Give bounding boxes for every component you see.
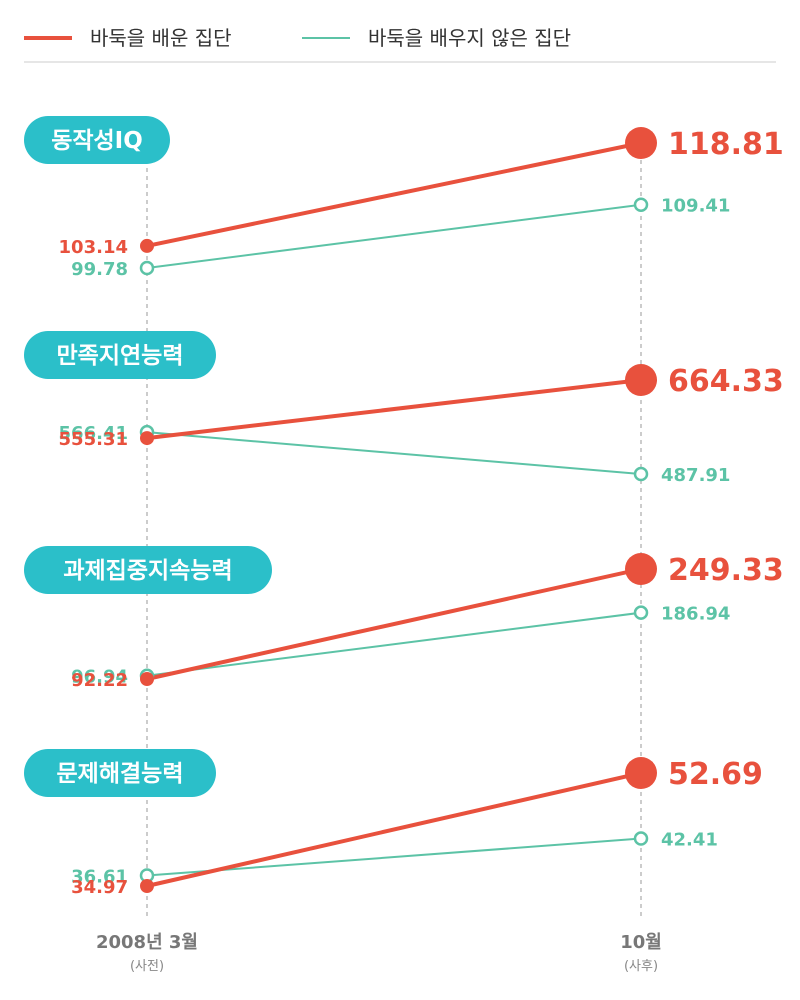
panel-1: 동작성IQ 99.78 109.41 103.14 118.81 [24, 116, 784, 280]
panel-title-pill [24, 546, 272, 594]
series-line-not-learned [146, 203, 642, 269]
label-after-not-learned: 42.41 [661, 830, 718, 851]
label-before-learned: 34.97 [71, 877, 128, 898]
point-after-not-learned [633, 466, 649, 482]
axis-before-sub: (사전) [130, 959, 164, 974]
label-before-learned: 92.22 [71, 670, 128, 691]
label-before-not-learned: 96.94 [71, 667, 128, 688]
legend: 바둑을 배운 집단 바둑을 배우지 않은 집단 [24, 26, 571, 50]
legend-not-learned-label: 바둑을 배우지 않은 집단 [368, 26, 571, 50]
panel-title: 과제집중지속능력 [63, 558, 232, 584]
label-before-learned: 555.31 [59, 429, 128, 450]
point-before-learned [140, 238, 154, 253]
axis-before-label: 2008년 3월 [96, 932, 198, 953]
label-after-learned: 52.69 [668, 757, 763, 792]
label-after-learned: 118.81 [668, 127, 784, 162]
label-before-not-learned: 36.61 [71, 867, 128, 888]
series-line-not-learned [146, 611, 642, 677]
label-after-learned: 664.33 [668, 364, 784, 399]
panel-title: 문제해결능력 [57, 761, 184, 787]
panel-title: 만족지연능력 [57, 343, 184, 369]
point-before-learned [140, 431, 154, 446]
point-after-learned [625, 127, 657, 159]
label-after-not-learned: 109.41 [661, 196, 730, 217]
panel-title-pill [24, 331, 216, 379]
panel-title-pill [24, 749, 216, 797]
label-before-not-learned: 566.41 [59, 423, 128, 444]
series-line-learned [146, 141, 642, 248]
point-after-not-learned [633, 831, 649, 846]
point-before-not-learned [139, 260, 155, 276]
point-after-learned [625, 364, 657, 396]
series-line-not-learned [146, 431, 642, 475]
point-before-learned [140, 879, 154, 893]
point-before-learned [140, 672, 154, 686]
label-before-learned: 103.14 [59, 237, 128, 258]
series-line-not-learned [146, 837, 642, 877]
label-before-not-learned: 99.78 [71, 259, 128, 280]
series-line-learned [146, 771, 642, 888]
point-after-learned [625, 757, 657, 789]
panel-4: 문제해결능력 36.61 42.41 34.97 52.69 [24, 749, 763, 898]
point-after-not-learned [633, 197, 649, 212]
point-after-not-learned [633, 605, 649, 620]
series-line-learned [146, 378, 642, 441]
panel-title-pill [24, 116, 170, 164]
axis-after-sub: (사후) [624, 959, 658, 974]
label-after-not-learned: 186.94 [661, 604, 730, 625]
series-line-learned [146, 567, 642, 681]
legend-learned-label: 바둑을 배운 집단 [90, 26, 232, 50]
label-after-learned: 249.33 [668, 553, 784, 588]
panel-3: 과제집중지속능력 96.94 186.94 92.22 249.33 [24, 546, 784, 691]
axis-after-label: 10월 [620, 932, 662, 953]
label-after-not-learned: 487.91 [661, 465, 730, 486]
panel-title: 동작성IQ [51, 128, 143, 154]
panel-2: 만족지연능력 566.41 487.91 555.31 664.33 [24, 331, 784, 486]
panels: 동작성IQ 99.78 109.41 103.14 118.81 만족지연능력 566.41… [24, 116, 784, 898]
point-after-learned [625, 553, 657, 585]
